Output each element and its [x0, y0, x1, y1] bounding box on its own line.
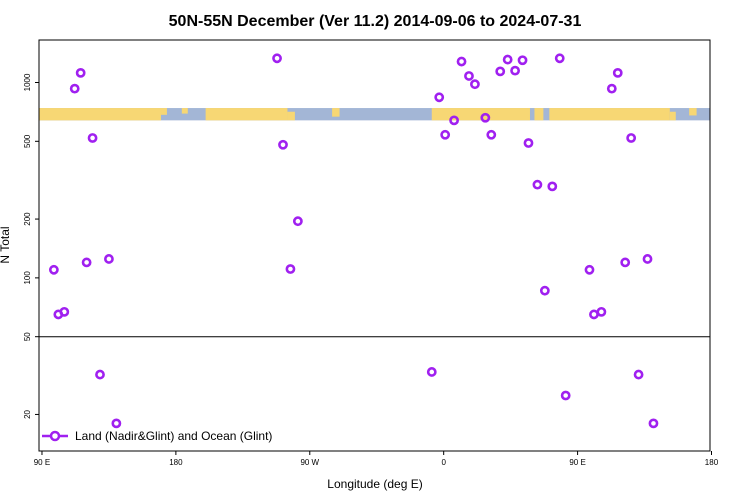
y-axis-label: N Total [0, 226, 12, 263]
data-point [596, 306, 607, 317]
x-tick-label: 180 [705, 458, 719, 467]
x-axis-label: Longitude (deg E) [327, 477, 422, 491]
data-point [278, 139, 288, 150]
data-point [517, 55, 528, 66]
map-strip [39, 108, 710, 121]
y-axis: 20 50 100 200 500 1000 [23, 73, 39, 419]
data-point [606, 83, 617, 94]
map-land-segment [161, 108, 167, 115]
data-point [560, 390, 571, 401]
data-point [48, 264, 59, 275]
data-point [612, 67, 623, 78]
data-point [480, 112, 491, 123]
data-point [626, 133, 637, 143]
data-points [48, 53, 659, 429]
map-land-segment [689, 108, 697, 116]
map-land-segment [181, 108, 188, 114]
map-land-segment [534, 108, 544, 121]
x-tick-label: 180 [169, 458, 183, 467]
data-point [589, 309, 599, 320]
y-tick-label: 20 [23, 409, 32, 418]
data-point [87, 133, 98, 143]
y-tick-label: 200 [23, 212, 32, 226]
data-point [456, 56, 467, 67]
map-land-segment [205, 108, 288, 121]
data-point [59, 306, 70, 317]
data-point [523, 138, 534, 148]
y-tick-label: 1000 [23, 73, 32, 91]
data-point [554, 53, 565, 64]
data-point [539, 285, 550, 296]
data-point [495, 66, 506, 77]
data-point [75, 67, 86, 78]
map-land-segment [669, 111, 676, 121]
data-point [547, 181, 558, 192]
y-tick-label: 100 [23, 271, 32, 285]
data-point [648, 418, 659, 429]
map-land-segment [332, 108, 340, 117]
map-land-segment [287, 111, 295, 121]
data-point [502, 54, 513, 65]
data-point [69, 83, 80, 94]
x-axis: 90 E 180 90 W 0 90 E 180 [34, 451, 719, 467]
data-point [81, 257, 92, 268]
data-point [111, 418, 122, 429]
legend-marker-icon [49, 430, 61, 442]
data-point [633, 369, 644, 380]
data-point [285, 264, 296, 274]
map-land-segment [39, 108, 161, 121]
data-point [95, 369, 105, 380]
data-point [510, 65, 520, 76]
x-tick-label: 90 E [34, 458, 50, 467]
chart-title: 50N-55N December (Ver 11.2) 2014-09-06 t… [169, 13, 582, 30]
data-point [486, 129, 497, 140]
data-point [272, 53, 282, 64]
legend: Land (Nadir&Glint) and Ocean (Glint) [42, 429, 272, 443]
data-point [426, 367, 437, 377]
data-point [440, 129, 451, 140]
data-point [449, 115, 459, 126]
plot-frame [38, 39, 711, 452]
data-point [584, 264, 595, 275]
legend-label: Land (Nadir&Glint) and Ocean (Glint) [75, 429, 272, 443]
x-tick-label: 0 [441, 458, 446, 467]
data-point [104, 254, 114, 264]
y-tick-label: 50 [23, 332, 32, 341]
data-point [292, 216, 303, 227]
y-tick-label: 500 [23, 134, 32, 148]
data-point [642, 254, 653, 264]
data-point [532, 179, 543, 190]
data-point [434, 92, 445, 103]
data-point [620, 257, 631, 268]
x-tick-label: 90 E [569, 458, 585, 467]
data-point [470, 79, 480, 90]
x-tick-label: 90 W [300, 458, 319, 467]
data-point [464, 71, 474, 81]
map-land-segment [549, 108, 670, 121]
